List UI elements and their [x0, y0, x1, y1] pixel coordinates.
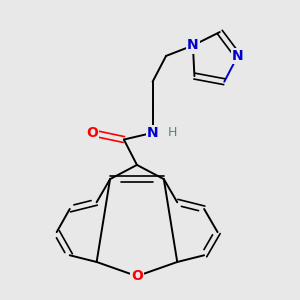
Text: N: N: [232, 49, 244, 63]
Text: N: N: [187, 38, 199, 52]
Text: N: N: [147, 126, 158, 140]
Text: O: O: [86, 126, 98, 140]
Text: H: H: [167, 126, 177, 139]
Text: O: O: [131, 269, 143, 283]
